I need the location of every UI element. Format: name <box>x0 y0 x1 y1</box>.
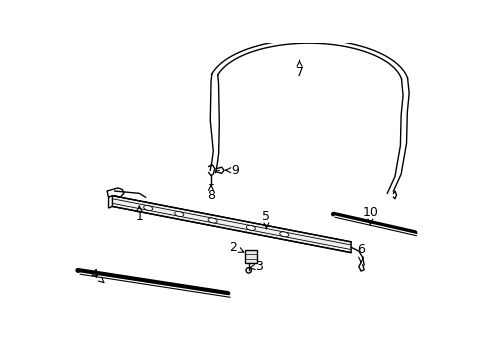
Text: 10: 10 <box>362 206 378 225</box>
Text: 5: 5 <box>262 210 270 229</box>
Ellipse shape <box>174 212 183 216</box>
Text: 2: 2 <box>229 241 243 254</box>
Text: 6: 6 <box>356 243 365 262</box>
Text: 4: 4 <box>91 268 103 283</box>
Text: 1: 1 <box>135 206 143 223</box>
Polygon shape <box>244 249 257 264</box>
Text: 7: 7 <box>295 60 303 79</box>
Ellipse shape <box>143 206 152 211</box>
Ellipse shape <box>279 232 288 237</box>
Ellipse shape <box>246 225 255 230</box>
Text: 9: 9 <box>225 164 239 177</box>
Text: 8: 8 <box>206 185 215 202</box>
Ellipse shape <box>208 218 217 223</box>
Polygon shape <box>112 195 350 253</box>
Text: 3: 3 <box>249 260 262 273</box>
